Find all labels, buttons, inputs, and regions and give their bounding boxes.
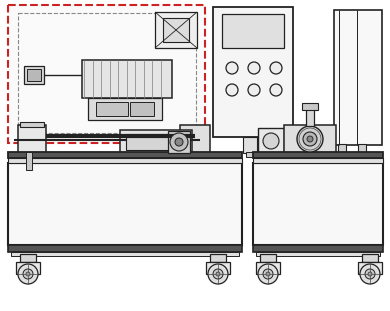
Bar xyxy=(8,163,242,245)
Bar xyxy=(130,102,154,116)
Bar xyxy=(246,152,256,157)
Bar xyxy=(18,125,46,153)
Circle shape xyxy=(26,272,30,276)
Circle shape xyxy=(303,132,317,146)
Bar xyxy=(27,69,41,81)
Bar xyxy=(8,158,242,163)
Circle shape xyxy=(297,126,323,152)
Bar xyxy=(358,262,382,274)
Circle shape xyxy=(270,62,282,74)
Bar xyxy=(8,245,242,252)
Bar xyxy=(358,144,366,154)
Circle shape xyxy=(263,269,273,279)
Bar xyxy=(20,122,44,127)
Bar xyxy=(256,252,380,256)
Bar xyxy=(302,103,318,110)
Circle shape xyxy=(226,84,238,96)
Bar xyxy=(180,125,210,153)
Bar xyxy=(362,254,378,262)
Bar xyxy=(210,254,226,262)
Circle shape xyxy=(175,138,183,146)
Bar xyxy=(155,12,197,48)
Bar xyxy=(253,163,383,245)
Circle shape xyxy=(213,269,223,279)
Bar xyxy=(8,152,242,158)
Circle shape xyxy=(258,264,278,284)
Bar xyxy=(8,5,205,143)
Circle shape xyxy=(248,62,260,74)
Bar xyxy=(253,158,383,163)
Bar xyxy=(11,252,239,256)
Bar xyxy=(96,102,128,116)
Circle shape xyxy=(208,264,228,284)
Bar xyxy=(213,7,293,137)
Circle shape xyxy=(248,84,260,96)
Bar xyxy=(338,144,346,154)
Circle shape xyxy=(368,272,372,276)
Circle shape xyxy=(307,136,313,142)
Bar xyxy=(82,60,172,98)
Bar xyxy=(253,245,383,252)
Bar xyxy=(126,134,181,150)
Bar xyxy=(222,14,284,48)
Circle shape xyxy=(170,133,188,151)
Bar xyxy=(256,262,280,274)
Bar xyxy=(24,66,44,84)
Circle shape xyxy=(360,264,380,284)
Circle shape xyxy=(270,84,282,96)
Bar xyxy=(120,130,192,154)
Bar xyxy=(16,262,40,274)
Bar xyxy=(18,13,196,133)
Bar xyxy=(163,18,189,42)
Circle shape xyxy=(263,133,279,149)
Bar xyxy=(258,128,284,153)
Bar xyxy=(206,262,230,274)
Circle shape xyxy=(266,272,270,276)
Bar xyxy=(253,152,383,158)
Bar xyxy=(306,108,314,126)
Circle shape xyxy=(216,272,220,276)
Circle shape xyxy=(365,269,375,279)
Bar xyxy=(20,254,36,262)
Bar xyxy=(243,137,257,153)
Bar xyxy=(168,131,190,153)
Bar xyxy=(284,125,336,153)
Circle shape xyxy=(226,62,238,74)
Bar xyxy=(26,152,32,170)
Circle shape xyxy=(18,264,38,284)
Circle shape xyxy=(23,269,33,279)
Bar xyxy=(88,98,162,120)
Bar xyxy=(334,10,382,145)
Bar xyxy=(260,254,276,262)
